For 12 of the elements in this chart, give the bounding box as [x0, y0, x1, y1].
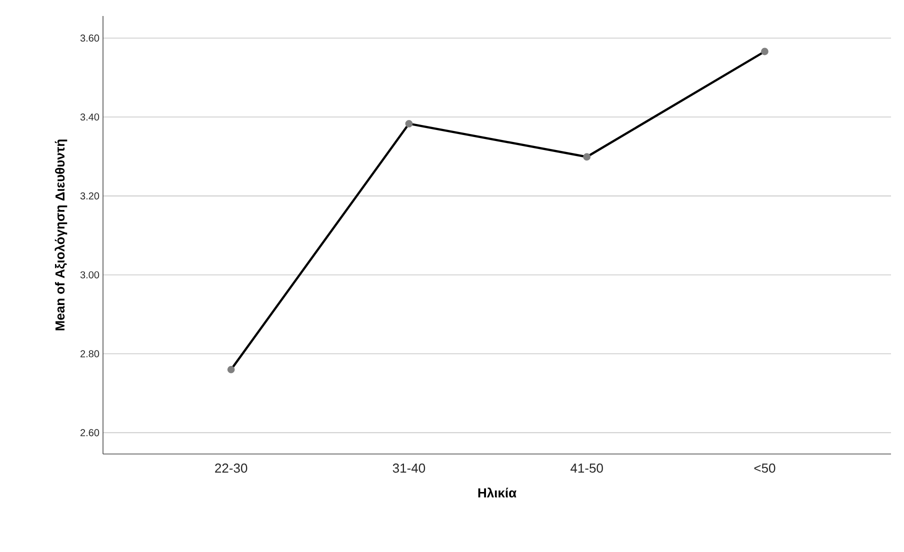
- x-tick-label: <50: [754, 464, 776, 473]
- y-tick-label: 2.80: [80, 350, 100, 358]
- y-tick-label: 3.40: [80, 113, 100, 121]
- y-tick-label: 3.60: [80, 34, 100, 42]
- x-tick-label: 22-30: [215, 464, 248, 473]
- y-tick-label: 3.00: [80, 271, 100, 278]
- y-tick-label: 3.20: [80, 192, 100, 200]
- x-axis-title: Ηλικία: [478, 488, 516, 498]
- y-tick-label: 2.60: [80, 429, 100, 436]
- x-tick-label: 41-50: [570, 464, 603, 473]
- x-tick-label: 31-40: [392, 464, 426, 473]
- y-axis-title: Mean of Αξιολόγηση Διευθυντή: [54, 140, 68, 330]
